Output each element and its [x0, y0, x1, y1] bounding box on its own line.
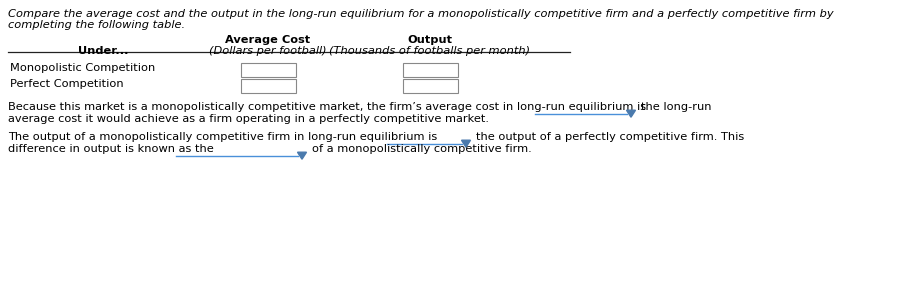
Text: (Dollars per football): (Dollars per football)	[209, 46, 327, 56]
Text: difference in output is known as the: difference in output is known as the	[8, 144, 214, 154]
Bar	[402, 63, 457, 77]
Text: of a monopolistically competitive firm.: of a monopolistically competitive firm.	[312, 144, 532, 154]
Polygon shape	[627, 110, 636, 117]
Text: The output of a monopolistically competitive firm in long-run equilibrium is: The output of a monopolistically competi…	[8, 132, 437, 142]
Text: (Thousands of footballs per month): (Thousands of footballs per month)	[330, 46, 531, 56]
Text: Monopolistic Competition: Monopolistic Competition	[10, 63, 155, 73]
Text: Under...: Under...	[78, 46, 128, 56]
Text: the output of a perfectly competitive firm. This: the output of a perfectly competitive fi…	[476, 132, 744, 142]
Text: average cost it would achieve as a firm operating in a perfectly competitive mar: average cost it would achieve as a firm …	[8, 114, 489, 124]
Polygon shape	[462, 140, 471, 147]
Text: Output: Output	[408, 35, 453, 45]
Bar	[402, 79, 457, 93]
Text: Average Cost: Average Cost	[225, 35, 311, 45]
Text: completing the following table.: completing the following table.	[8, 20, 185, 30]
Polygon shape	[297, 152, 306, 159]
Text: Because this market is a monopolistically competitive market, the firm’s average: Because this market is a monopolisticall…	[8, 102, 647, 112]
Text: Compare the average cost and the output in the long-run equilibrium for a monopo: Compare the average cost and the output …	[8, 9, 833, 19]
Bar	[241, 79, 295, 93]
Bar	[241, 63, 295, 77]
Text: the long-run: the long-run	[641, 102, 711, 112]
Text: Perfect Competition: Perfect Competition	[10, 79, 124, 89]
